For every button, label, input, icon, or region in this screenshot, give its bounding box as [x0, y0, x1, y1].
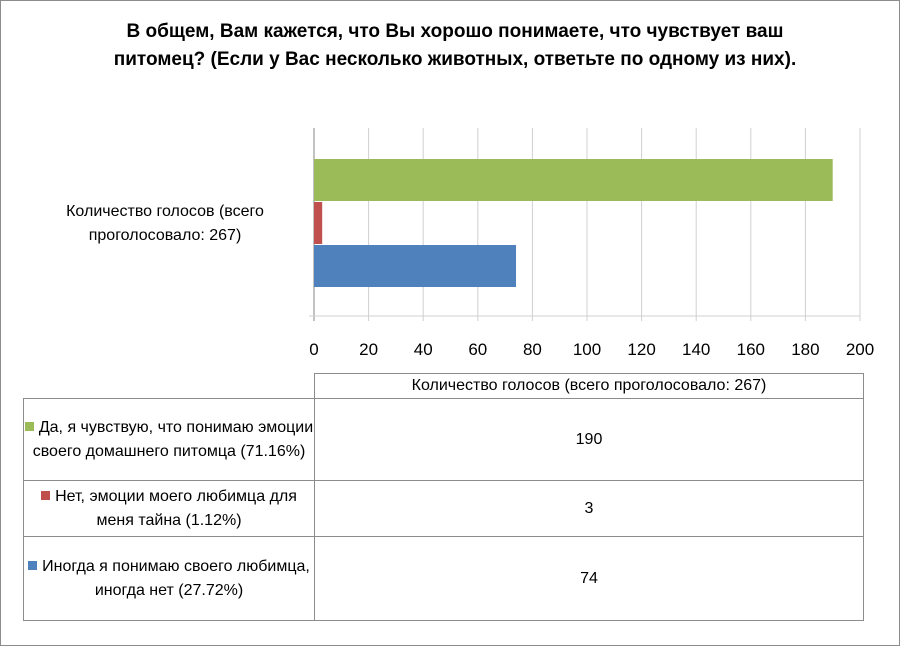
- legend-entry-sometimes: Иногда я понимаю своего любимца, иногда …: [23, 536, 315, 621]
- bar-sometimes: [314, 245, 517, 287]
- x-tick-label: 60: [468, 340, 487, 359]
- x-tick-label: 160: [737, 340, 765, 359]
- x-tick-label: 180: [791, 340, 819, 359]
- data-table-header: Количество голосов (всего проголосовало:…: [314, 373, 864, 399]
- legend-entry-no: Нет, эмоции моего любимца для меня тайна…: [23, 480, 315, 537]
- legend-label-sometimes: Иногда я понимаю своего любимца, иногда …: [42, 557, 310, 599]
- legend-entry-yes: Да, я чувствую, что понимаю эмоции своег…: [23, 398, 315, 481]
- value-cell-sometimes: 74: [314, 536, 864, 621]
- x-tick-label: 40: [414, 340, 433, 359]
- x-tick-label: 120: [627, 340, 655, 359]
- x-tick-label: 80: [523, 340, 542, 359]
- value-cell-no: 3: [314, 480, 864, 537]
- x-tick-label: 20: [359, 340, 378, 359]
- bar-chart: 0 20 40 60 80 100 120 140 160 180 200: [309, 128, 874, 359]
- data-table: Количество голосов (всего проголосовало:…: [23, 373, 864, 621]
- x-tick-label: 200: [846, 340, 874, 359]
- chart-title: В общем, Вам кажется, что Вы хорошо пони…: [113, 21, 797, 70]
- x-tick-label: 100: [573, 340, 601, 359]
- category-label: Количество голосов (всего проголосовало:…: [66, 203, 264, 244]
- bar-no: [314, 202, 323, 244]
- value-cell-yes: 190: [314, 398, 864, 481]
- legend-label-no: Нет, эмоции моего любимца для меня тайна…: [55, 487, 297, 529]
- legend-label-yes: Да, я чувствую, что понимаю эмоции своег…: [32, 418, 314, 460]
- x-tick-label: 140: [682, 340, 710, 359]
- bar-yes: [314, 159, 833, 201]
- legend-swatch-sometimes: [28, 560, 38, 570]
- legend-swatch-no: [41, 490, 51, 500]
- x-tick-label: 0: [309, 340, 318, 359]
- legend-swatch-yes: [24, 421, 34, 431]
